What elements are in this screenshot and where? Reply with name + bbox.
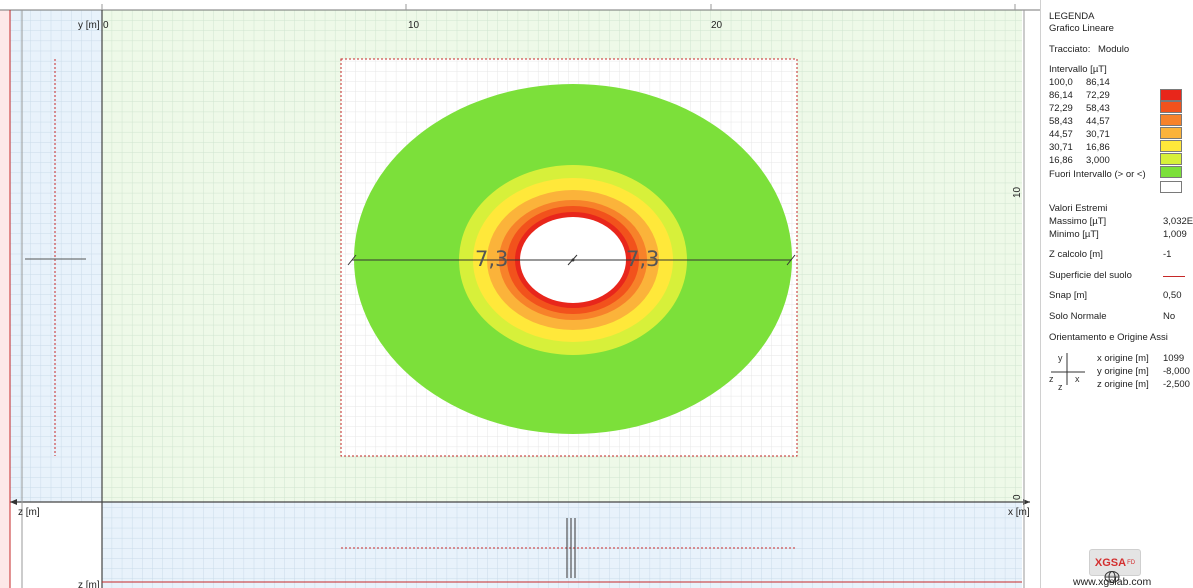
tick-x10: 10 [408, 20, 420, 31]
interval-to: 58,43 [1086, 103, 1110, 114]
interval-from: 44,57 [1049, 129, 1073, 140]
interval-to: 30,71 [1086, 129, 1110, 140]
interval-label: Intervallo [µT] [1049, 64, 1107, 75]
normal-label: Solo Normale [1049, 311, 1107, 322]
interval-to: 86,14 [1086, 77, 1110, 88]
interval-swatch [1160, 127, 1182, 139]
axes-glyph-z: z [1049, 374, 1054, 384]
extremes-title: Valori Estremi [1049, 203, 1108, 214]
max-value: 3,032E4 [1163, 216, 1193, 227]
x-origin-value: 1099 [1163, 353, 1185, 364]
field-plot-canvas[interactable]: 7,3 7,3 y [m] 0 10 20 x [m] z [m] z [m] … [0, 0, 1040, 588]
interval-from: 72,29 [1049, 103, 1073, 114]
ground-label: Superficie del suolo [1049, 270, 1132, 281]
globe-icon [1103, 570, 1121, 587]
dimension-label-left: 7,3 [475, 247, 508, 271]
logo-text: XGSA [1094, 556, 1127, 569]
interval-swatch [1160, 101, 1182, 113]
orientation-title: Orientamento e Origine Assi [1049, 332, 1168, 343]
interval-from: 16,86 [1049, 155, 1073, 166]
interval-from: 58,43 [1049, 116, 1073, 127]
z-origin-label: z origine [m] [1097, 379, 1149, 390]
dimension-label-right: 7,3 [626, 247, 659, 271]
z-origin-value: -2,500 [1163, 379, 1190, 390]
interval-to: 44,57 [1086, 116, 1110, 127]
logo-sub: FD [1127, 559, 1136, 566]
interval-swatch [1160, 166, 1182, 178]
interval-from: 30,71 [1049, 142, 1073, 153]
zcalc-label: Z calcolo [m] [1049, 249, 1103, 260]
max-label: Massimo [µT] [1049, 216, 1107, 227]
tick-right-10: 10 [1012, 186, 1023, 198]
interval-to: 16,86 [1086, 142, 1110, 153]
z-axis-label: z [m] [18, 507, 40, 518]
legend-title: LEGENDA [1049, 11, 1095, 22]
snap-label: Snap [m] [1049, 290, 1088, 301]
interval-swatch [1160, 114, 1182, 126]
interval-from: 86,14 [1049, 90, 1073, 101]
y-origin-value: -8,000 [1163, 366, 1190, 377]
tick-right-0: 0 [1012, 494, 1023, 500]
tick-x20: 20 [711, 20, 723, 31]
axes-glyph-x: x [1075, 374, 1080, 384]
z-axis-label-bottom: z [m] [78, 580, 100, 588]
interval-swatch [1160, 153, 1182, 165]
axes-orientation-icon: y z x z [1049, 353, 1085, 390]
out-of-range-swatch [1160, 181, 1182, 193]
legend-subtitle: Grafico Lineare [1049, 23, 1114, 34]
x-origin-label: x origine [m] [1097, 353, 1149, 364]
zcalc-value: -1 [1163, 249, 1172, 260]
website-link[interactable]: www.xgslab.com [1073, 576, 1152, 588]
legend-panel: LEGENDA Grafico Lineare Tracciato: Modul… [1040, 0, 1193, 588]
xgslab-logo: XGSA FD [1089, 549, 1141, 576]
trace-value: Modulo [1098, 44, 1130, 55]
interval-swatch [1160, 89, 1182, 101]
axes-glyph-y: y [1058, 353, 1063, 363]
calculation-frame [340, 58, 798, 457]
y-origin-label: y origine [m] [1097, 366, 1149, 377]
y-axis-label: y [m] [78, 20, 100, 31]
interval-from: 100,0 [1049, 77, 1073, 88]
x-axis-label: x [m] [1008, 507, 1030, 518]
tick-y0: 0 [103, 20, 109, 31]
out-of-range-label: Fuori Intervallo (> or <) [1049, 169, 1146, 180]
axes-glyph-z2: z [1058, 382, 1063, 390]
interval-to: 3,000 [1086, 155, 1110, 166]
interval-swatch [1160, 140, 1182, 152]
ground-line-sample [1163, 276, 1185, 277]
min-label: Minimo [µT] [1049, 229, 1099, 240]
min-value: 1,009 [1163, 229, 1187, 240]
snap-value: 0,50 [1163, 290, 1182, 301]
trace-label: Tracciato: [1049, 44, 1091, 55]
interval-to: 72,29 [1086, 90, 1110, 101]
normal-value: No [1163, 311, 1176, 322]
